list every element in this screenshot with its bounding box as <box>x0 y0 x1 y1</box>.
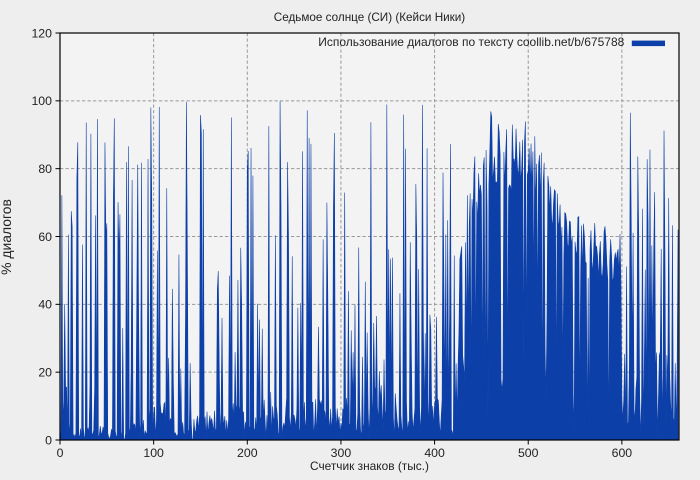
svg-text:300: 300 <box>331 446 352 460</box>
svg-text:600: 600 <box>612 446 633 460</box>
svg-text:200: 200 <box>237 446 258 460</box>
svg-text:100: 100 <box>143 446 164 460</box>
svg-text:400: 400 <box>424 446 445 460</box>
svg-text:120: 120 <box>31 26 52 40</box>
svg-text:40: 40 <box>38 298 52 312</box>
svg-text:100: 100 <box>31 94 52 108</box>
svg-text:0: 0 <box>57 446 64 460</box>
svg-text:Использование диалогов по текс: Использование диалогов по тексту coollib… <box>318 35 624 49</box>
svg-text:500: 500 <box>518 446 539 460</box>
svg-text:60: 60 <box>38 230 52 244</box>
svg-text:0: 0 <box>45 433 52 447</box>
svg-text:80: 80 <box>38 162 52 176</box>
svg-text:20: 20 <box>38 365 52 379</box>
